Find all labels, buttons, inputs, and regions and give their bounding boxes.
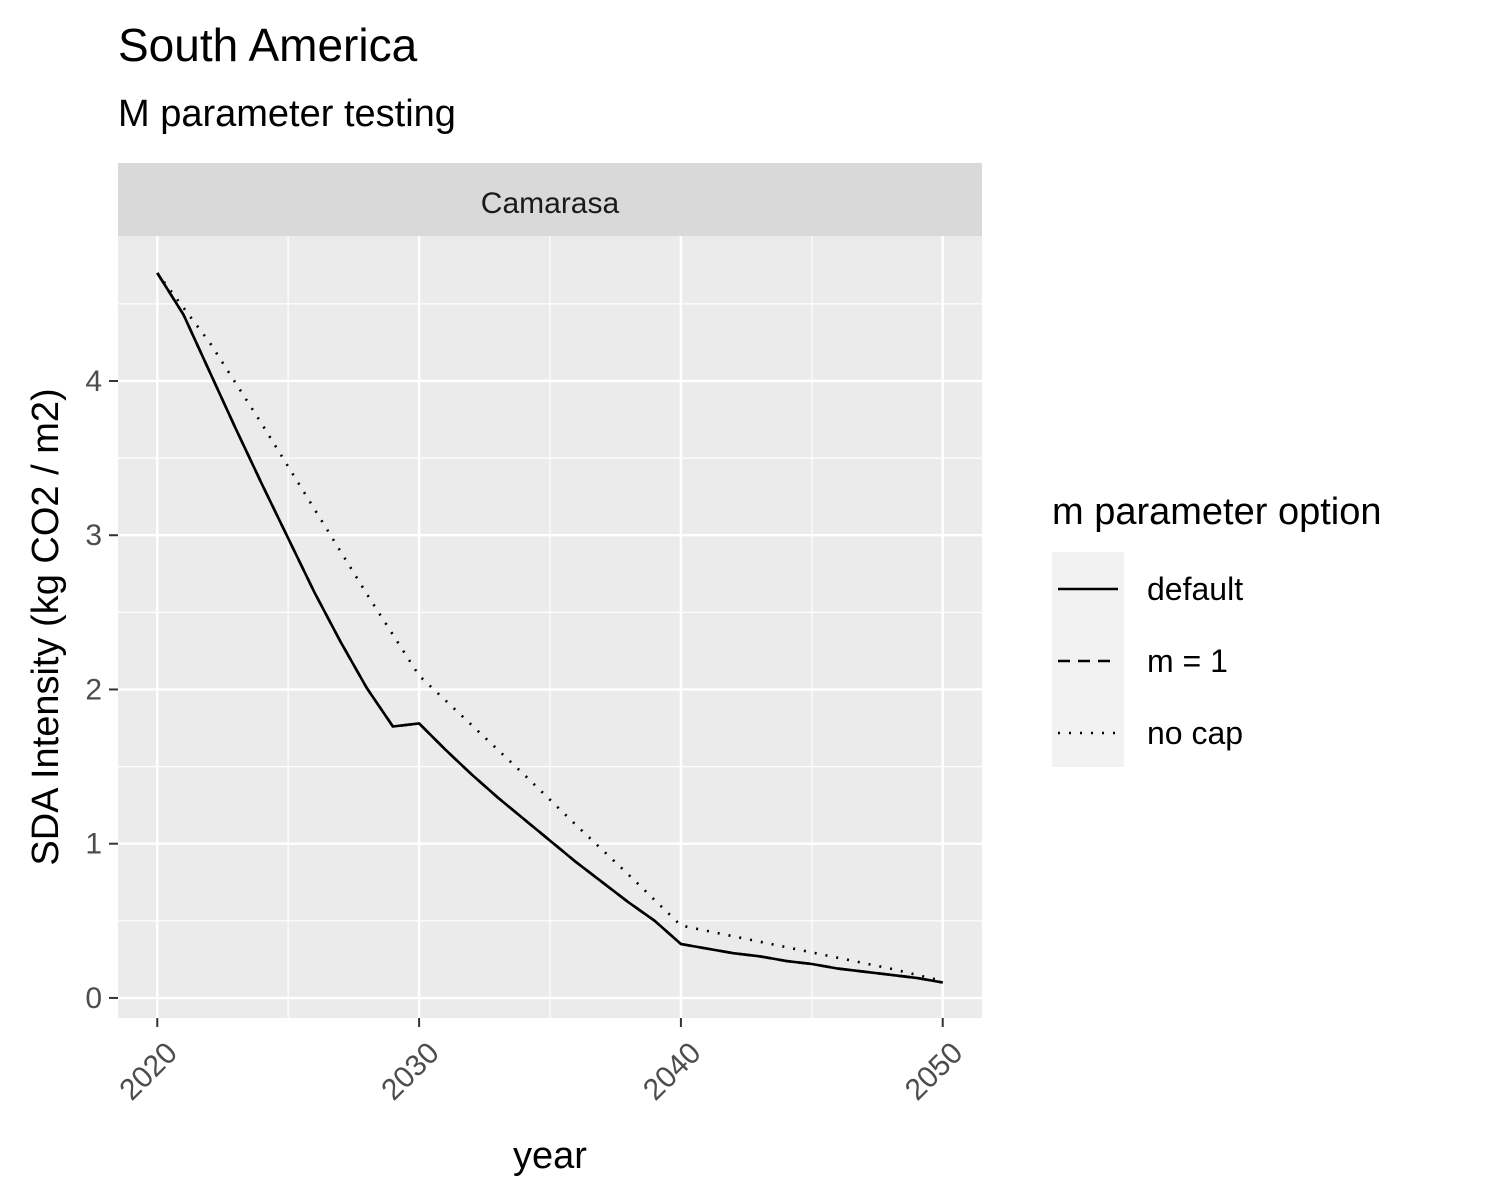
grid-major: [118, 236, 982, 1018]
legend-label: m = 1: [1147, 643, 1228, 679]
facet-label: Camarasa: [481, 187, 620, 220]
series-lines: [156, 272, 943, 984]
series-line-dotted: [156, 272, 943, 983]
grid-minor: [118, 236, 982, 1018]
x-tick-label: 2020: [113, 1036, 184, 1107]
chart-title: South America: [118, 19, 418, 71]
y-tick-label: 3: [85, 519, 102, 552]
y-axis-label: SDA Intensity (kg CO2 / m2): [25, 388, 67, 865]
x-tick-label: 2050: [899, 1036, 970, 1107]
x-tick-label: 2040: [637, 1036, 708, 1107]
facet-strip: [118, 163, 982, 236]
y-tick-label: 2: [85, 673, 102, 706]
chart-subtitle: M parameter testing: [118, 93, 456, 135]
x-axis: 2020 2030 2040 2050: [113, 1018, 969, 1107]
legend-keys-background: [1052, 552, 1124, 767]
x-axis-label: year: [513, 1135, 587, 1177]
legend-title: m parameter option: [1052, 491, 1382, 533]
y-tick-label: 1: [85, 828, 102, 861]
legend-label: default: [1147, 571, 1243, 607]
y-tick-label: 4: [85, 365, 102, 398]
legend-label: no cap: [1147, 715, 1243, 751]
series-line-solid: [156, 272, 943, 984]
legend: m parameter option default m = 1 no cap: [1052, 491, 1382, 767]
x-tick-label: 2030: [375, 1036, 446, 1107]
y-axis: 0 1 2 3 4: [85, 365, 118, 1015]
y-tick-label: 0: [85, 982, 102, 1015]
